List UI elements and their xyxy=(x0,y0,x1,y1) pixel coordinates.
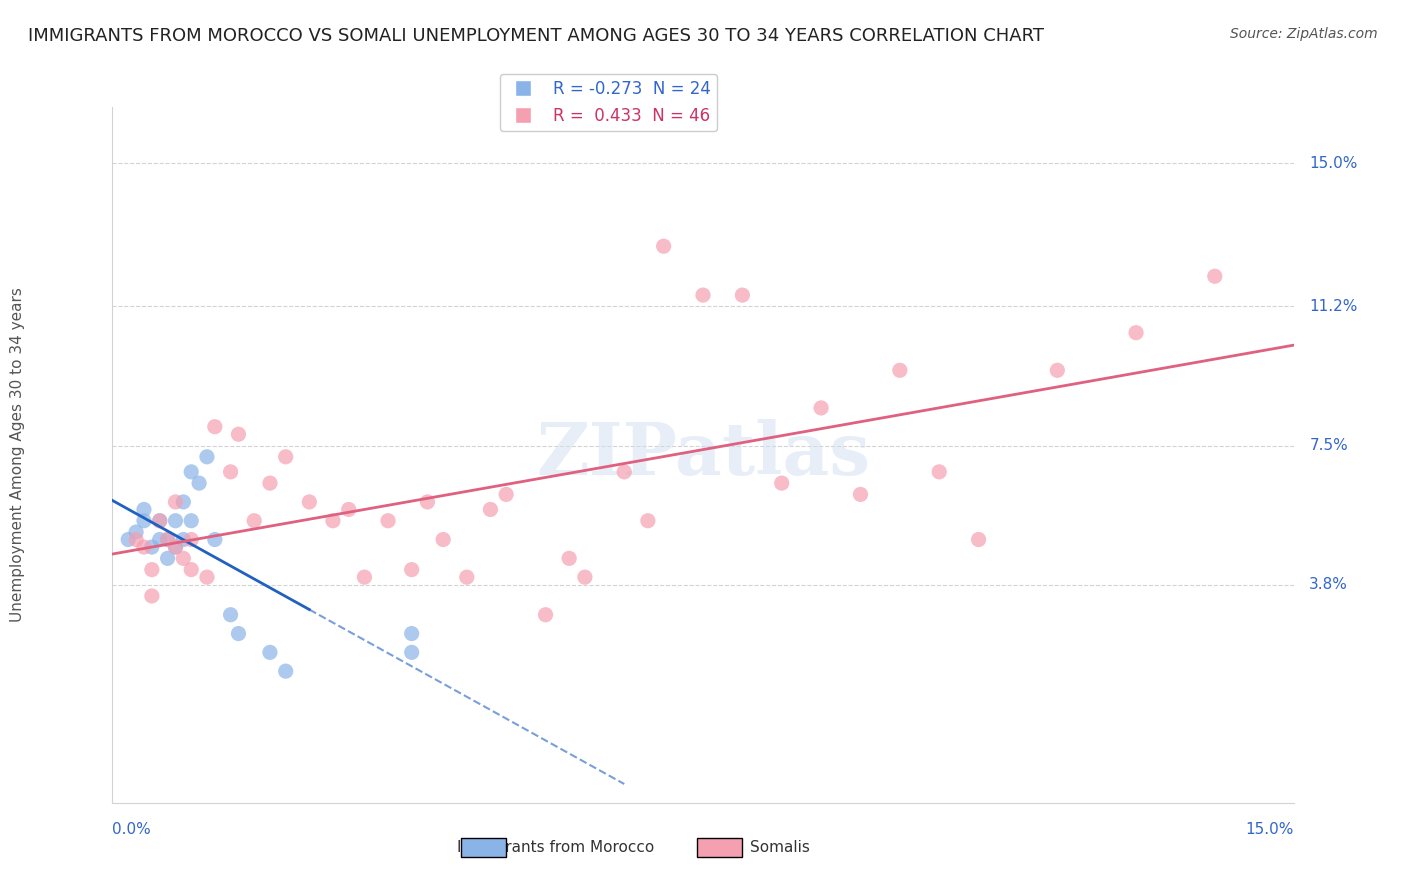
Point xyxy=(770,476,793,491)
Point xyxy=(274,664,297,678)
Text: 3.8%: 3.8% xyxy=(1309,577,1348,592)
Point xyxy=(298,495,321,509)
Text: Immigrants from Morocco: Immigrants from Morocco xyxy=(457,840,654,855)
Point xyxy=(204,533,226,547)
Point xyxy=(141,589,163,603)
Point xyxy=(172,551,194,566)
Text: IMMIGRANTS FROM MOROCCO VS SOMALI UNEMPLOYMENT AMONG AGES 30 TO 34 YEARS CORRELA: IMMIGRANTS FROM MOROCCO VS SOMALI UNEMPL… xyxy=(28,27,1045,45)
Point xyxy=(141,540,163,554)
Point xyxy=(180,465,202,479)
Text: 15.0%: 15.0% xyxy=(1246,822,1294,837)
Point xyxy=(180,514,202,528)
Point xyxy=(195,450,218,464)
Point xyxy=(172,533,194,547)
Point xyxy=(967,533,990,547)
Point xyxy=(172,495,194,509)
Point xyxy=(141,563,163,577)
Point xyxy=(456,570,478,584)
Point xyxy=(188,476,211,491)
Point xyxy=(219,607,242,622)
Point xyxy=(495,487,517,501)
Text: 11.2%: 11.2% xyxy=(1309,299,1358,314)
Point xyxy=(165,540,187,554)
Text: Source: ZipAtlas.com: Source: ZipAtlas.com xyxy=(1230,27,1378,41)
Point xyxy=(259,645,281,659)
Point xyxy=(228,427,250,442)
Point xyxy=(165,495,187,509)
Point xyxy=(637,514,659,528)
FancyBboxPatch shape xyxy=(697,838,742,857)
Point xyxy=(243,514,266,528)
Point xyxy=(889,363,911,377)
Point xyxy=(228,626,250,640)
Point xyxy=(180,563,202,577)
Point xyxy=(928,465,950,479)
Point xyxy=(613,465,636,479)
Point xyxy=(132,502,155,516)
Point xyxy=(149,533,172,547)
Point xyxy=(1125,326,1147,340)
Point xyxy=(692,288,714,302)
Point xyxy=(416,495,439,509)
Point xyxy=(534,607,557,622)
Point xyxy=(149,514,172,528)
Point xyxy=(432,533,454,547)
Legend: R = -0.273  N = 24, R =  0.433  N = 46: R = -0.273 N = 24, R = 0.433 N = 46 xyxy=(499,74,717,131)
Point xyxy=(1204,269,1226,284)
Point xyxy=(401,645,423,659)
Point xyxy=(401,563,423,577)
Point xyxy=(180,533,202,547)
Point xyxy=(274,450,297,464)
Point xyxy=(156,533,179,547)
Point xyxy=(377,514,399,528)
Text: Unemployment Among Ages 30 to 34 years: Unemployment Among Ages 30 to 34 years xyxy=(10,287,25,623)
Point xyxy=(132,514,155,528)
Point xyxy=(149,514,172,528)
Text: Somalis: Somalis xyxy=(749,840,810,855)
Point xyxy=(322,514,344,528)
Point xyxy=(558,551,581,566)
Point xyxy=(132,540,155,554)
Point xyxy=(1046,363,1069,377)
Point xyxy=(195,570,218,584)
Text: 0.0%: 0.0% xyxy=(112,822,152,837)
Point xyxy=(731,288,754,302)
Point xyxy=(165,514,187,528)
Point xyxy=(479,502,502,516)
Point xyxy=(204,419,226,434)
Point xyxy=(337,502,360,516)
Point xyxy=(219,465,242,479)
Point xyxy=(117,533,139,547)
Point xyxy=(849,487,872,501)
Point xyxy=(125,533,148,547)
Point xyxy=(652,239,675,253)
Point xyxy=(574,570,596,584)
Point xyxy=(353,570,375,584)
Point xyxy=(156,533,179,547)
Text: 7.5%: 7.5% xyxy=(1309,438,1348,453)
Text: ZIPatlas: ZIPatlas xyxy=(536,419,870,491)
FancyBboxPatch shape xyxy=(461,838,506,857)
Point xyxy=(810,401,832,415)
Point xyxy=(156,551,179,566)
Point xyxy=(259,476,281,491)
Point xyxy=(125,524,148,539)
Point xyxy=(165,540,187,554)
Text: 15.0%: 15.0% xyxy=(1309,156,1358,171)
Point xyxy=(401,626,423,640)
